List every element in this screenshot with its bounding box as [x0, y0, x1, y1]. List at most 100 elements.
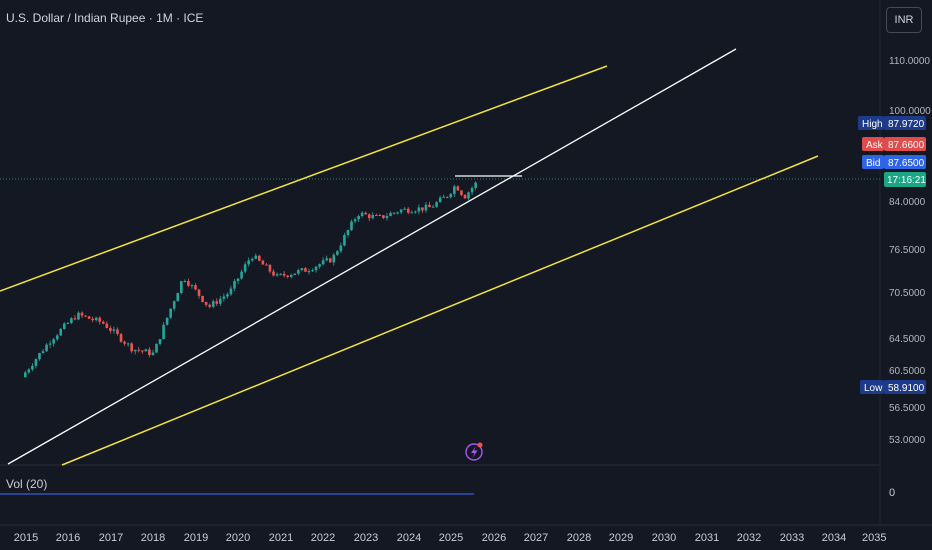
- candle-body: [38, 352, 41, 360]
- year-tick: 2032: [737, 532, 761, 544]
- candle-body: [328, 258, 332, 263]
- price-tick: 100.0000: [889, 106, 931, 117]
- candle-body: [272, 271, 275, 276]
- candle-body: [396, 212, 399, 214]
- candle-body: [109, 328, 112, 331]
- candle-body: [41, 351, 45, 353]
- candle-body: [279, 273, 282, 275]
- candle-body: [183, 280, 187, 282]
- candle-body: [453, 186, 456, 194]
- candle-body: [357, 215, 360, 220]
- candle-body: [148, 349, 151, 356]
- candle-body: [375, 214, 378, 216]
- year-tick: 2019: [184, 532, 208, 544]
- low-label: Low 58.9100: [860, 380, 926, 394]
- candle-body: [467, 192, 470, 199]
- candle-body: [460, 190, 463, 196]
- candle-body: [233, 281, 236, 289]
- candle-body: [360, 212, 364, 216]
- candle-body: [55, 335, 59, 340]
- candle-body: [155, 343, 158, 353]
- chart-title: U.S. Dollar / Indian Rupee · 1M · ICE: [6, 11, 204, 25]
- candle-body: [126, 343, 130, 345]
- candle-body: [180, 281, 183, 294]
- candle-body: [105, 323, 109, 329]
- trendline[interactable]: [7, 48, 737, 465]
- price-tick: 70.5000: [889, 288, 926, 299]
- price-tick: 84.0000: [889, 197, 926, 208]
- candle-body: [31, 365, 34, 370]
- price-tick: 76.5000: [889, 245, 926, 256]
- year-tick: 2017: [99, 532, 123, 544]
- candle-body: [275, 274, 279, 276]
- currency-button[interactable]: INR: [886, 7, 922, 33]
- candle-body: [158, 339, 162, 344]
- candle-body: [403, 208, 406, 210]
- upper-channel-line[interactable]: [0, 65, 608, 292]
- candle-body: [385, 216, 389, 219]
- candle-body: [417, 207, 421, 212]
- candle-body: [265, 264, 268, 266]
- candle-body: [321, 260, 325, 265]
- year-tick: 2022: [311, 532, 335, 544]
- candle-body: [378, 215, 382, 217]
- candle-body: [229, 288, 233, 295]
- candle-body: [339, 245, 343, 252]
- candle-body: [62, 323, 66, 329]
- high-label: High 87.9720: [858, 116, 926, 130]
- candle-body: [456, 186, 460, 191]
- candle-body: [261, 260, 265, 265]
- candle-body: [215, 301, 219, 304]
- candle-body: [187, 280, 190, 286]
- ask-label-text: Ask: [866, 140, 884, 151]
- year-tick: 2033: [780, 532, 804, 544]
- candle-body: [169, 308, 172, 318]
- lower-channel-line[interactable]: [61, 155, 819, 466]
- year-tick: 2024: [397, 532, 421, 544]
- year-tick: 2027: [524, 532, 548, 544]
- candle-body: [27, 369, 31, 373]
- candle-body: [382, 215, 385, 219]
- bid-label-text: Bid: [866, 158, 880, 169]
- time-axis: 2015 2016 2017 2018 2019 2020 2021 2022 …: [14, 532, 887, 544]
- candles-group: [23, 181, 477, 378]
- candle-body: [449, 193, 453, 198]
- low-label-value: 58.9100: [888, 383, 925, 394]
- year-tick: 2025: [439, 532, 463, 544]
- price-tick: 60.5000: [889, 366, 926, 377]
- candle-body: [463, 195, 467, 199]
- year-tick: 2023: [354, 532, 378, 544]
- candle-body: [208, 304, 211, 307]
- candle-body: [141, 350, 144, 352]
- flash-icon[interactable]: [465, 442, 483, 461]
- candle-body: [194, 285, 197, 290]
- candle-body: [250, 258, 254, 261]
- candle-body: [133, 349, 137, 352]
- candle-body: [91, 318, 94, 321]
- ask-label: Ask 87.6600: [862, 137, 926, 151]
- ask-label-value: 87.6600: [888, 140, 925, 151]
- candle-body: [438, 197, 442, 203]
- candle-body: [162, 324, 165, 340]
- year-tick: 2035: [862, 532, 886, 544]
- candle-body: [240, 271, 243, 279]
- candle-body: [77, 312, 80, 320]
- price-tick: 64.5000: [889, 334, 926, 345]
- candle-body: [314, 266, 318, 271]
- candle-body: [172, 301, 176, 309]
- candle-body: [332, 254, 336, 263]
- candle-body: [116, 329, 119, 334]
- candle-body: [48, 343, 52, 345]
- candle-body: [201, 295, 204, 302]
- candle-body: [176, 293, 180, 302]
- candle-body: [34, 359, 38, 366]
- candle-body: [254, 255, 258, 259]
- candle-body: [336, 251, 339, 255]
- candle-body: [282, 273, 286, 276]
- candle-body: [399, 209, 403, 213]
- candle-body: [101, 321, 105, 324]
- candle-body: [350, 221, 353, 231]
- candle-body: [286, 275, 289, 277]
- candle-body: [190, 285, 194, 287]
